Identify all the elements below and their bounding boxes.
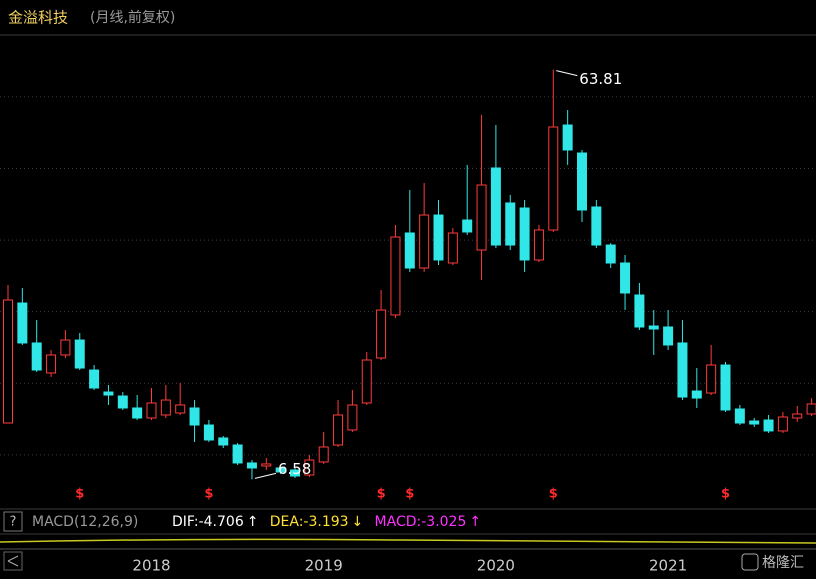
dividend-marker: $ [721, 487, 730, 502]
candle-body [132, 407, 143, 419]
candle-body [749, 420, 760, 425]
candle-body [246, 462, 257, 469]
indicator-value: MACD:-3.025 [375, 514, 467, 530]
indicator-arrow: ↓ [352, 514, 364, 530]
x-tick-label: 2018 [132, 557, 170, 575]
candle-body [691, 390, 702, 399]
annotation-arrow [254, 472, 277, 479]
candle-body [490, 167, 501, 246]
candle-body [404, 232, 415, 269]
candle-body [89, 369, 100, 389]
candle-body [376, 309, 387, 359]
candle-body [620, 262, 631, 294]
candle-body [720, 364, 731, 411]
candle-body [777, 416, 788, 432]
scroll-icon[interactable] [7, 555, 19, 567]
candle-body [60, 339, 71, 356]
candle-body [462, 219, 473, 233]
candle-body [333, 414, 344, 446]
dividend-marker: $ [549, 487, 558, 502]
candle-body [533, 229, 544, 261]
x-tick-label: 2020 [477, 557, 515, 575]
candle-body [763, 419, 774, 432]
annotation-label: 6.58 [278, 460, 311, 478]
candle-body [361, 359, 372, 404]
candle-body [146, 402, 157, 419]
help-button[interactable] [3, 511, 23, 532]
candle-body [160, 399, 171, 416]
candle-body [419, 214, 430, 269]
indicator-value: DIF:-4.706 [172, 514, 244, 530]
candle-body [175, 404, 186, 414]
indicator-arrow: ↑ [247, 514, 259, 530]
candle-body [505, 202, 516, 246]
candle-body [17, 302, 28, 344]
candle-body [261, 463, 272, 467]
candle-body [648, 325, 659, 330]
help-text[interactable]: ? [10, 515, 17, 530]
candle-body [347, 404, 358, 431]
candle-body [663, 326, 674, 346]
dividend-marker: $ [75, 487, 84, 502]
chart-title: 金溢科技 [8, 9, 68, 27]
scroll-button[interactable] [3, 551, 23, 571]
candle-body [318, 446, 329, 463]
candle-body [577, 152, 587, 211]
brand-logo [741, 553, 759, 571]
candle-body [290, 469, 300, 477]
candle-body [476, 184, 487, 251]
candle-body [218, 437, 229, 446]
candle-body [792, 413, 803, 419]
candle-body [562, 124, 573, 151]
candle-body [103, 391, 114, 396]
brand-text: 格隆汇 [762, 555, 804, 571]
x-tick-label: 2021 [649, 557, 687, 575]
candle-body [433, 214, 444, 261]
candle-body [390, 236, 401, 316]
candle-body [189, 407, 200, 426]
candle-body [706, 364, 717, 394]
candle-body [74, 339, 85, 369]
candle-body [46, 354, 57, 374]
candle-body [734, 408, 745, 424]
chart-subtitle: (月线,前复权) [90, 9, 175, 26]
annotation-arrow [556, 70, 578, 77]
candle-body [232, 444, 243, 464]
candle-body [605, 244, 616, 264]
annotation-label: 63.81 [579, 70, 622, 88]
indicator-arrow: ↑ [469, 514, 481, 530]
indicator-name: MACD(12,26,9) [32, 514, 138, 530]
candle-body [3, 299, 13, 424]
dividend-marker: $ [204, 487, 213, 502]
dividend-marker: $ [377, 487, 386, 502]
candle-body [275, 467, 286, 473]
candle-body [548, 126, 559, 231]
dividend-marker: $ [405, 487, 414, 502]
macd-line [0, 538, 816, 544]
candle-body [806, 403, 816, 415]
candle-body [447, 232, 458, 264]
candle-body [677, 342, 688, 398]
indicator-value: DEA:-3.193 [270, 514, 349, 530]
candle-body [634, 294, 645, 328]
candle-body [304, 459, 315, 476]
candle-body [117, 395, 128, 409]
candle-body [591, 206, 602, 246]
candle-body [519, 207, 530, 261]
candle-body [31, 342, 42, 371]
candle-body [203, 424, 214, 441]
x-tick-label: 2019 [305, 557, 343, 575]
